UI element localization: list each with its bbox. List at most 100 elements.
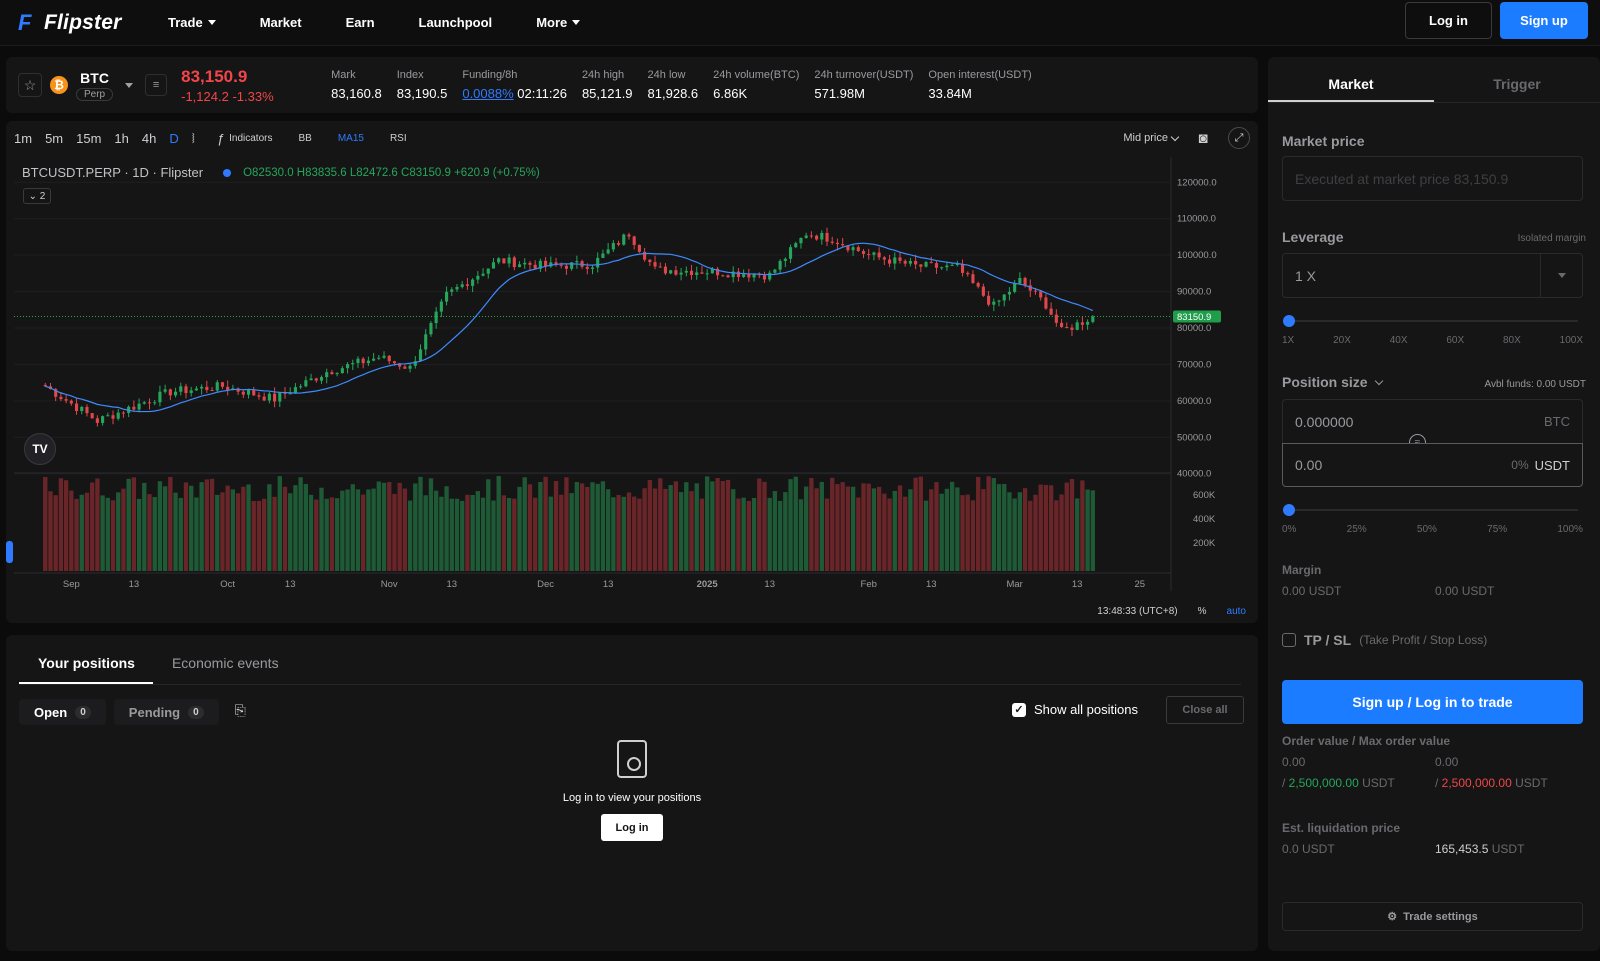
candle-body xyxy=(424,334,428,350)
nav-market[interactable]: Market xyxy=(260,15,302,30)
subtab-open[interactable]: Open 0 xyxy=(19,699,106,725)
nav-more[interactable]: More xyxy=(536,15,581,30)
liquidation-label: Est. liquidation price xyxy=(1282,821,1401,835)
price-mode-select[interactable]: Mid price xyxy=(1123,132,1180,144)
x-tick-label: 13 xyxy=(603,579,614,590)
fullscreen-icon[interactable]: ⤢ xyxy=(1228,127,1250,149)
study-ma15[interactable]: MA15 xyxy=(337,132,364,144)
leverage-dropdown-icon[interactable] xyxy=(1540,254,1582,297)
tick[interactable]: 50% xyxy=(1416,524,1437,535)
tick[interactable]: 1X xyxy=(1282,335,1295,346)
candle-body xyxy=(59,396,63,400)
percent-scale-toggle[interactable]: % xyxy=(1197,606,1207,617)
indicators-button[interactable]: Indicators xyxy=(229,132,273,144)
order-type-tabs: Market Trigger xyxy=(1268,57,1600,103)
tab-your-positions[interactable]: Your positions xyxy=(19,635,153,684)
candle-body xyxy=(304,380,308,387)
leverage-slider[interactable] xyxy=(1283,315,1578,327)
login-button[interactable]: Log in xyxy=(1405,2,1492,39)
timeframe-1h[interactable]: 1h xyxy=(114,130,129,146)
tradingview-logo-icon[interactable]: TV xyxy=(24,433,56,465)
brand-logo[interactable]: F Flipster xyxy=(18,11,168,35)
slider-knob[interactable] xyxy=(1283,315,1295,327)
nav-earn[interactable]: Earn xyxy=(346,15,375,30)
favorite-star-icon[interactable]: ☆ xyxy=(18,73,42,97)
candle-body xyxy=(330,372,334,375)
symbol-dropdown-icon[interactable] xyxy=(125,82,134,88)
tick[interactable]: 75% xyxy=(1487,524,1508,535)
tab-economic-events[interactable]: Economic events xyxy=(171,655,279,671)
usdt-size-input[interactable]: 0.00 0% USDT xyxy=(1282,443,1583,487)
order-history-icon[interactable]: ⎘ xyxy=(234,702,246,718)
candle-body xyxy=(1002,294,1006,301)
tick[interactable]: 100X xyxy=(1559,335,1583,346)
candle-body xyxy=(1054,314,1058,323)
tick[interactable]: 60X xyxy=(1446,335,1465,346)
timeframe-d[interactable]: D xyxy=(169,130,179,146)
candle-body xyxy=(1049,308,1053,315)
volume-bar xyxy=(314,499,319,571)
tab-trigger[interactable]: Trigger xyxy=(1493,76,1541,92)
close-all-button[interactable]: Close all xyxy=(1166,696,1244,724)
size-slider[interactable] xyxy=(1283,504,1578,516)
nav-trade[interactable]: Trade xyxy=(168,15,216,30)
show-all-positions-toggle[interactable]: ✓ Show all positions xyxy=(1011,702,1138,717)
symbol-selector[interactable]: BTC Perp xyxy=(76,70,114,101)
tpsl-toggle[interactable]: TP / SL (Take Profit / Stop Loss) xyxy=(1282,632,1487,648)
tick[interactable]: 100% xyxy=(1557,524,1583,535)
btc-size-input[interactable]: 0.000000 BTC xyxy=(1282,399,1583,443)
volume-bar xyxy=(694,483,699,571)
legend-collapse-button[interactable]: ⌄ 2 xyxy=(23,188,51,204)
tick[interactable]: 0% xyxy=(1282,524,1297,535)
positions-login-button[interactable]: Log in xyxy=(601,814,663,841)
trade-settings-label: Trade settings xyxy=(1403,910,1478,923)
position-size-selector[interactable]: Position size xyxy=(1282,374,1383,390)
candle-body xyxy=(554,262,558,265)
candle-type-icon[interactable]: ⧘ xyxy=(191,129,195,147)
drawing-toolbar-handle[interactable] xyxy=(6,541,13,563)
trade-settings-button[interactable]: ⚙ Trade settings xyxy=(1282,902,1583,931)
contract-info-icon[interactable]: ≡ xyxy=(145,74,168,96)
tick[interactable]: 25% xyxy=(1346,524,1367,535)
nav-launchpool[interactable]: Launchpool xyxy=(419,15,493,30)
tick[interactable]: 40X xyxy=(1389,335,1408,346)
slider-knob[interactable] xyxy=(1283,504,1295,516)
position-filters: Open 0 Pending 0 ⎘ xyxy=(19,699,255,725)
leverage-select[interactable]: 1 X xyxy=(1282,253,1583,298)
candle-body xyxy=(471,279,475,286)
signup-login-trade-button[interactable]: Sign up / Log in to trade xyxy=(1282,680,1583,724)
y-tick-label: 100000.0 xyxy=(1177,250,1217,261)
candle-body xyxy=(804,235,808,238)
candle-body xyxy=(246,390,251,395)
volume-tick-label: 600K xyxy=(1193,490,1216,501)
volume-bar xyxy=(616,494,621,571)
isolated-margin-label[interactable]: Isolated margin xyxy=(1517,233,1586,244)
timeframe-1m[interactable]: 1m xyxy=(14,130,33,146)
tick[interactable]: 80X xyxy=(1503,335,1521,346)
candle-body xyxy=(898,257,902,261)
camera-icon[interactable]: ◙ xyxy=(1198,129,1208,147)
signup-button[interactable]: Sign up xyxy=(1500,2,1588,39)
auto-scale-toggle[interactable]: auto xyxy=(1226,606,1246,617)
volume-bar xyxy=(1007,492,1012,571)
volume-bar xyxy=(590,482,595,571)
study-bb[interactable]: BB xyxy=(298,132,312,144)
tpsl-sublabel: (Take Profit / Stop Loss) xyxy=(1359,633,1488,647)
study-rsi[interactable]: RSI xyxy=(389,132,407,144)
volume-bar xyxy=(892,490,897,571)
checkbox-checked-icon[interactable]: ✓ xyxy=(1011,702,1026,717)
timeframe-4h[interactable]: 4h xyxy=(141,130,157,146)
function-icon[interactable]: ƒ xyxy=(216,130,225,146)
checkbox-icon[interactable] xyxy=(1282,633,1296,647)
tab-market[interactable]: Market xyxy=(1268,57,1434,102)
timeframe-5m[interactable]: 5m xyxy=(45,130,64,146)
volume-bar xyxy=(1028,500,1033,571)
funding-rate-link[interactable]: 0.0088% xyxy=(462,86,514,101)
stat-value: 83,160.8 xyxy=(331,86,382,101)
volume-bar xyxy=(600,481,606,571)
subtab-pending[interactable]: Pending 0 xyxy=(113,699,219,725)
price-chart[interactable]: 120000.0 110000.0 100000.0 90000.0 80000.0 70… xyxy=(6,157,1238,607)
tick[interactable]: 20X xyxy=(1333,335,1351,346)
timeframe-15m[interactable]: 15m xyxy=(76,130,102,146)
candle-body xyxy=(434,311,438,324)
